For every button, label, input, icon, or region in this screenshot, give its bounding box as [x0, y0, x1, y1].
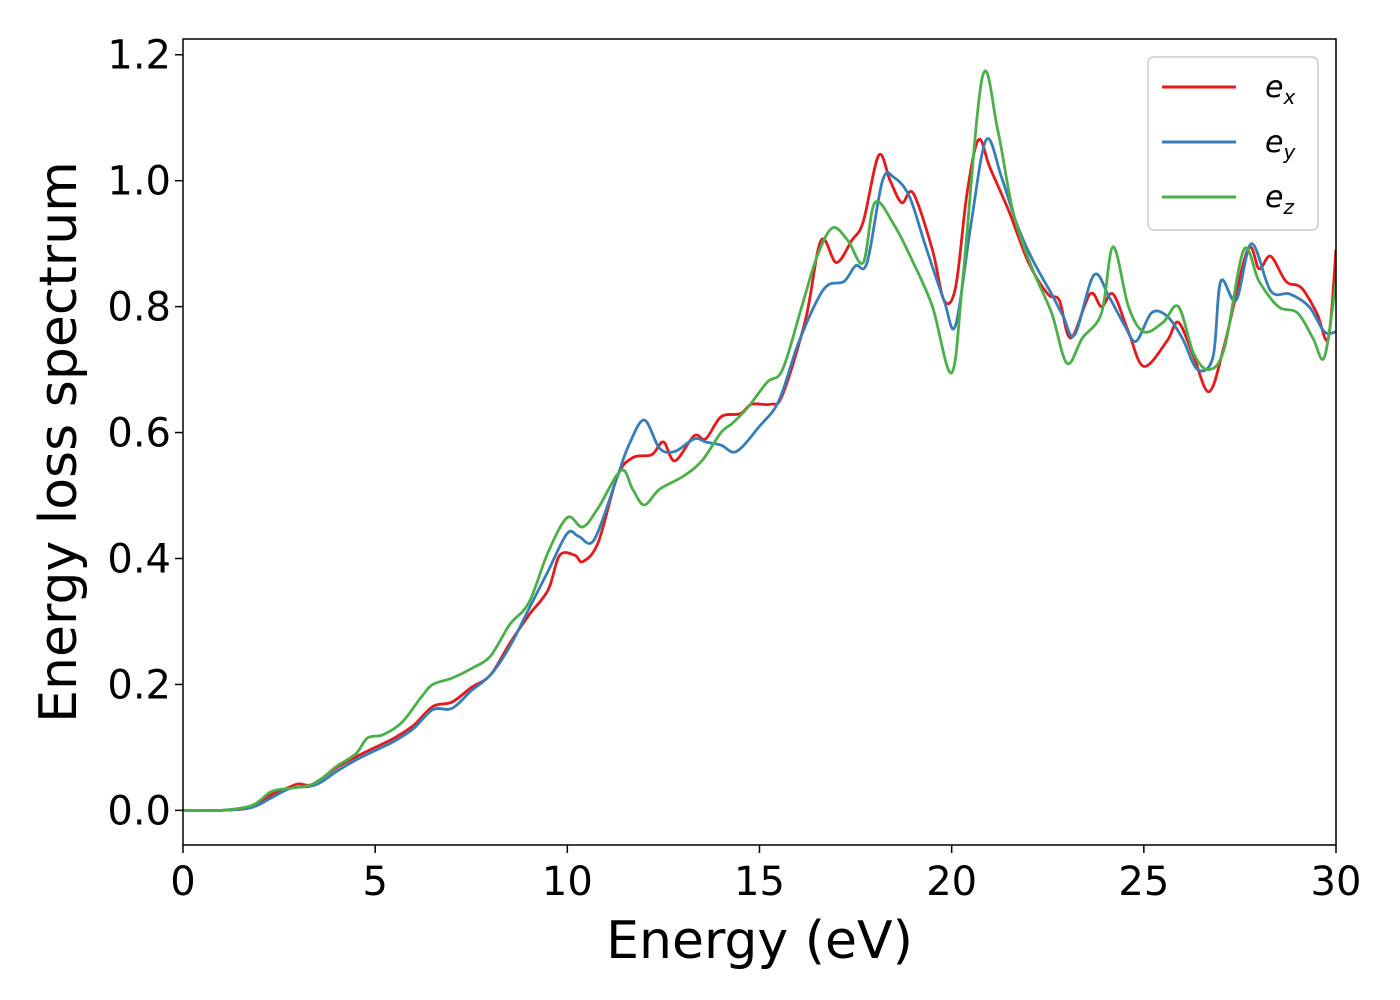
y-axis-ticks: 0.0 0.2 0.4 0.6 0.8 1.0 1.2 — [107, 33, 183, 834]
legend-label-x: ex — [1265, 70, 1295, 109]
x-tick-label: 30 — [1311, 859, 1362, 905]
y-tick-label: 1.2 — [107, 33, 171, 79]
plot-lines — [183, 69, 1336, 813]
x-tick-label: 20 — [926, 859, 977, 905]
y-tick-label: 0.4 — [107, 536, 171, 582]
y-tick-label: 0.0 — [107, 788, 171, 834]
x-tick-label: 25 — [1118, 859, 1169, 905]
x-tick-label: 15 — [734, 859, 785, 905]
series-line-y — [183, 137, 1336, 812]
legend-label-z: ez — [1265, 180, 1294, 219]
y-tick-label: 0.8 — [107, 285, 171, 331]
legend-label-y: ey — [1265, 125, 1296, 164]
y-axis-label: Energy loss spectrum — [29, 161, 89, 723]
x-axis-ticks: 0 5 10 15 20 25 30 — [170, 845, 1361, 905]
y-tick-label: 1.0 — [107, 159, 171, 205]
series-line-z — [183, 69, 1336, 813]
x-axis-label: Energy (eV) — [606, 911, 913, 971]
y-tick-label: 0.6 — [107, 411, 171, 457]
y-tick-label: 0.2 — [107, 662, 171, 708]
x-tick-label: 5 — [362, 859, 387, 905]
x-tick-label: 10 — [542, 859, 593, 905]
series-line-x — [183, 137, 1336, 812]
legend: ex ey ez — [1147, 56, 1319, 231]
x-tick-label: 0 — [170, 859, 195, 905]
